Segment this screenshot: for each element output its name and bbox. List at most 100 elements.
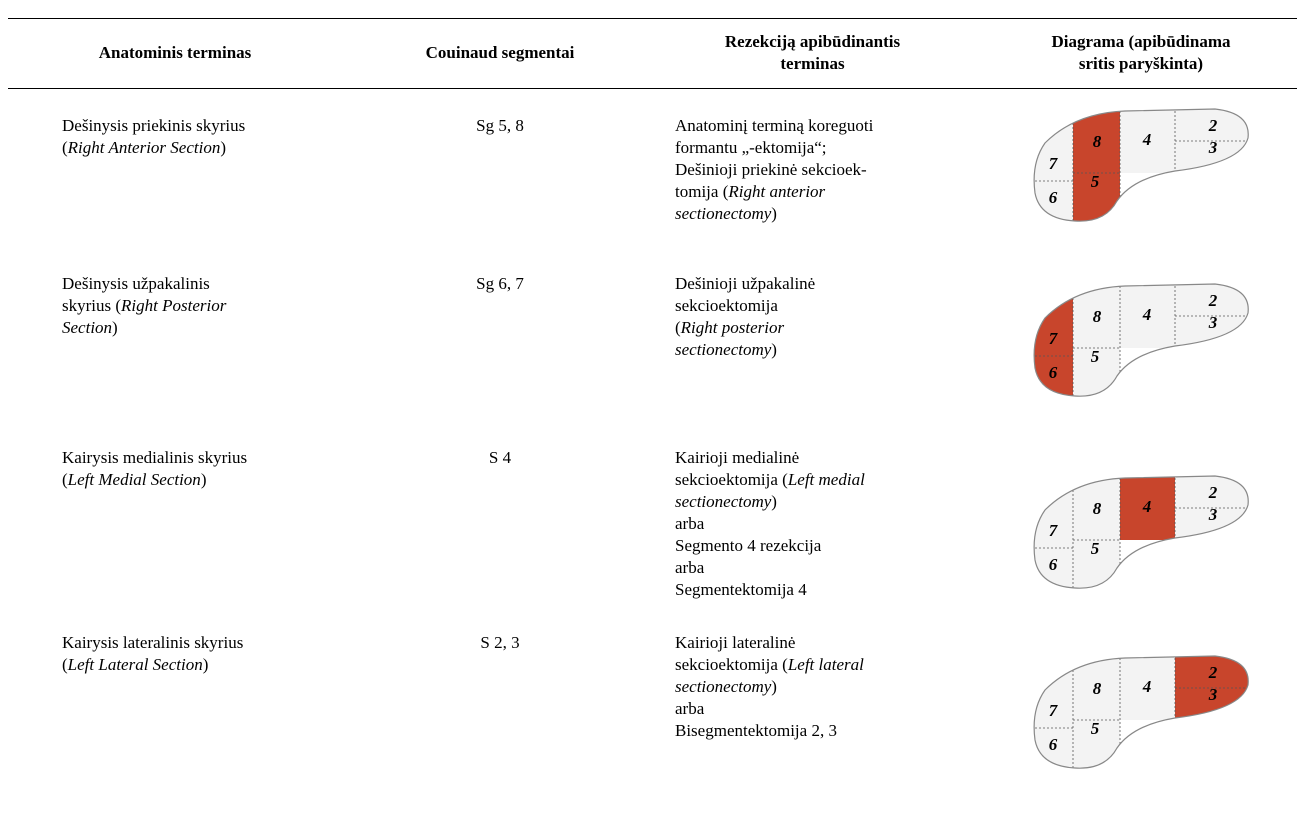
segments-cell: Sg 6, 7 (476, 274, 524, 293)
segment-label: 6 (1049, 363, 1058, 382)
resection-cell: Kairioji lateralinė sekcioektomija (Left … (675, 632, 864, 742)
text-line: Anatominis terminas (10, 42, 340, 64)
text-line: Kairysis lateralinis skyrius (62, 632, 243, 654)
segment-label: 3 (1208, 138, 1218, 157)
text-run: ) (200, 470, 207, 489)
text-line: Segmento 4 rezekcija (675, 535, 865, 557)
segment-label: 2 (1208, 483, 1218, 502)
text-run: ) (220, 138, 227, 157)
text-line: Dešinysis užpakalinis (62, 273, 226, 295)
text-line: sekcioektomija (Left lateral (675, 654, 864, 676)
segment-highlighted (1034, 356, 1073, 397)
segment (1034, 109, 1073, 181)
text-run: formantu „-ektomija“; (675, 138, 827, 157)
segment-label: 8 (1093, 132, 1102, 151)
segment-label: 2 (1208, 116, 1218, 135)
text-run: Segmento 4 rezekcija (675, 536, 822, 555)
text-run: Kairioji medialinė (675, 448, 800, 467)
liver-outline (1033, 655, 1249, 769)
italic-run: sectionectomy (675, 204, 772, 223)
text-line: (Left Medial Section) (62, 469, 247, 491)
text-line: Dešinioji užpakalinė (675, 273, 815, 295)
text-run: Segmentektomija 4 (675, 580, 807, 599)
text-run: Rezekciją apibūdinantis (724, 32, 901, 51)
segment-label: 6 (1049, 555, 1058, 574)
text-line: sectionectomy) (675, 203, 873, 225)
text-line: Section) (62, 317, 226, 339)
segment (1034, 181, 1073, 222)
text-run: Dešinioji priekinė sekcioek- (675, 160, 867, 179)
text-run: skyrius ( (62, 296, 122, 315)
segment-label: 5 (1091, 539, 1100, 558)
text-line: Bisegmentektomija 2, 3 (675, 720, 864, 742)
text-line: arba (675, 557, 865, 579)
text-run: Dešinysis užpakalinis (62, 274, 210, 293)
text-run: Kairioji lateralinė (675, 633, 796, 652)
segments-cell: S 4 (488, 448, 512, 467)
resection-cell: Kairioji medialinė sekcioektomija (Left m… (675, 447, 865, 601)
italic-run: Left Lateral Section (67, 655, 203, 674)
segment (1120, 656, 1175, 720)
segment-label: 7 (1049, 329, 1059, 348)
segment-label: 2 (1208, 291, 1218, 310)
segment (1034, 656, 1073, 728)
italic-run: Left Medial Section (67, 470, 201, 489)
segment-label: 7 (1049, 154, 1059, 173)
liver-outline (1033, 108, 1249, 222)
table-top-rule (8, 18, 1297, 19)
text-run: arba (675, 514, 705, 533)
segment-label: 3 (1208, 313, 1218, 332)
text-line: (Right posterior (675, 317, 815, 339)
text-run: Dešinysis priekinis skyrius (62, 116, 246, 135)
text-line: (Right Anterior Section) (62, 137, 245, 159)
text-run: ) (202, 655, 209, 674)
text-run: ) (112, 318, 118, 337)
text-run: Kairysis medialinis skyrius (62, 448, 248, 467)
segment (1120, 109, 1175, 173)
term-cell: Dešinysis priekinis skyrius (Right Anteri… (62, 115, 245, 159)
text-run: ) (771, 677, 777, 696)
text-run: sekcioektomija ( (675, 470, 788, 489)
text-line: Anatominį terminą koreguoti (675, 115, 873, 137)
segment-highlighted (1120, 476, 1175, 540)
liver-diagram: 7 6 8 5 4 2 3 (1033, 108, 1249, 222)
text-line: arba (675, 513, 865, 535)
italic-run: Right posterior (680, 318, 785, 337)
segment-label: 3 (1208, 505, 1218, 524)
text-run: ( (62, 470, 68, 489)
segments-cell: Sg 5, 8 (476, 116, 524, 135)
text-line: arba (675, 698, 864, 720)
text-run: Diagrama (apibūdinama (1051, 32, 1231, 51)
text-line: Kairioji medialinė (675, 447, 865, 469)
text-line: skyrius (Right Posterior (62, 295, 226, 317)
segment-label: 8 (1093, 307, 1102, 326)
text-run: Dešinioji užpakalinė (675, 274, 816, 293)
text-line: formantu „-ektomija“; (675, 137, 873, 159)
text-run: ) (771, 492, 777, 511)
text-run: arba (675, 699, 705, 718)
text-run: terminas (780, 54, 845, 73)
italic-run: sectionectomy (675, 677, 772, 696)
italic-run: sectionectomy (675, 340, 772, 359)
italic-run: Right anterior (728, 182, 826, 201)
italic-run: sectionectomy (675, 492, 772, 511)
segment-label: 4 (1142, 130, 1152, 149)
liver-outline (1033, 283, 1249, 397)
text-line: (Left Lateral Section) (62, 654, 243, 676)
segment-label: 3 (1208, 685, 1218, 704)
text-run: Bisegmentektomija 2, 3 (675, 721, 837, 740)
header-rule (8, 88, 1297, 89)
header-cell: Diagrama (apibūdinama sritis paryškinta) (985, 31, 1297, 75)
segment-label: 7 (1049, 521, 1059, 540)
text-run: Anatominis terminas (98, 43, 252, 62)
text-line: Dešinysis priekinis skyrius (62, 115, 245, 137)
text-line: sectionectomy) (675, 676, 864, 698)
header-cell: Rezekciją apibūdinantis terminas (640, 31, 985, 75)
segment (1034, 476, 1073, 548)
segment-label: 4 (1142, 305, 1152, 324)
term-cell: Dešinysis užpakalinis skyrius (Right Post… (62, 273, 226, 339)
text-run: ) (771, 340, 777, 359)
text-line: sekcioektomija (Left medial (675, 469, 865, 491)
text-line: sekcioektomija (675, 295, 815, 317)
